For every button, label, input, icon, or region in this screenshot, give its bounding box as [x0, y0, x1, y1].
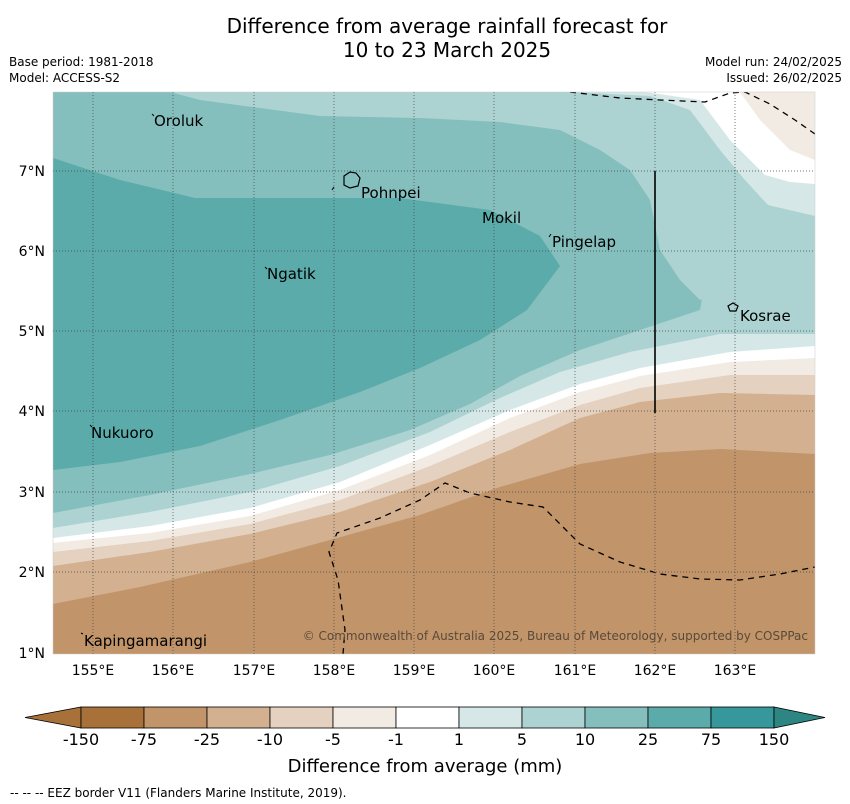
- colorbar-segment: [143, 706, 208, 729]
- colorbar-labels: -150 -75 -25 -10 -5 -1 1 5 10 25 75 150: [63, 730, 789, 749]
- rainfall-contours: [53, 92, 815, 654]
- colorbar-tick-label: 75: [701, 730, 721, 749]
- lat-tick-3: 3°N: [19, 485, 45, 501]
- colorbar-extension-low: [24, 706, 82, 729]
- colorbar-segment: [395, 706, 460, 729]
- colorbar-tick-label: -1: [388, 730, 404, 749]
- model-label: Model: ACCESS-S2: [9, 71, 121, 85]
- colorbar-tick-label: -150: [63, 730, 99, 749]
- rainfall-map: Oroluk Pohnpei Mokil Pingelap Ngatik Kos…: [19, 91, 816, 679]
- colorbar-segments: [24, 706, 826, 729]
- model-run-label: Model run: 24/02/2025: [704, 55, 842, 69]
- place-label-mokil: Mokil: [482, 209, 521, 227]
- island-marks: [80, 113, 552, 635]
- lon-tick-159: 159°E: [393, 663, 436, 679]
- colorbar-tick-label: 10: [575, 730, 595, 749]
- lon-tick-162: 162°E: [634, 663, 677, 679]
- colorbar-tick-label: 5: [517, 730, 527, 749]
- place-label-pingelap: Pingelap: [552, 233, 616, 251]
- colorbar-tick-label: -75: [131, 730, 157, 749]
- lon-tick-155: 155°E: [72, 663, 115, 679]
- pohnpei-island-shape: [343, 171, 361, 189]
- issued-label: Issued: 26/02/2025: [726, 71, 842, 85]
- colorbar-segment: [521, 706, 586, 729]
- colorbar-segment: [269, 706, 334, 729]
- lat-tick-2: 2°N: [19, 565, 45, 581]
- colorbar-tick-label: 1: [454, 730, 464, 749]
- lon-tick-163: 163°E: [714, 663, 757, 679]
- colorbar-segment: [206, 706, 271, 729]
- colorbar-tick-label: 150: [759, 730, 790, 749]
- colorbar-title: Difference from average (mm): [287, 756, 563, 777]
- lat-tick-1: 1°N: [19, 646, 45, 662]
- lon-tick-161: 161°E: [554, 663, 597, 679]
- map-title-line2: 10 to 23 March 2025: [342, 38, 552, 62]
- place-label-kosrae: Kosrae: [740, 307, 791, 325]
- kosrae-island-shape: [727, 302, 739, 312]
- colorbar-tick-label: 25: [638, 730, 658, 749]
- place-label-pohnpei: Pohnpei: [361, 184, 421, 202]
- map-title-line1: Difference from average rainfall forecas…: [226, 14, 668, 38]
- lat-tick-5: 5°N: [19, 324, 45, 340]
- lon-tick-157: 157°E: [233, 663, 276, 679]
- colorbar-tick-label: -10: [257, 730, 283, 749]
- lon-tick-156: 156°E: [152, 663, 195, 679]
- place-label-kapingamarangi: Kapingamarangi: [84, 632, 207, 650]
- lon-tick-158: 158°E: [313, 663, 356, 679]
- copyright-notice: © Commonwealth of Australia 2025, Bureau…: [303, 629, 808, 643]
- colorbar-segment: [332, 706, 397, 729]
- eez-legend-note: -- -- -- EEZ border V11 (Flanders Marine…: [10, 786, 347, 800]
- lat-tick-7: 7°N: [19, 164, 45, 180]
- colorbar-extension-high: [773, 706, 826, 729]
- colorbar-segment: [584, 706, 649, 729]
- lat-tick-6: 6°N: [19, 244, 45, 260]
- place-label-ngatik: Ngatik: [267, 265, 316, 283]
- lat-tick-4: 4°N: [19, 404, 45, 420]
- place-label-nukuoro: Nukuoro: [91, 424, 154, 442]
- lon-tick-160: 160°E: [473, 663, 516, 679]
- colorbar-segment: [458, 706, 523, 729]
- colorbar: -150 -75 -25 -10 -5 -1 1 5 10 25 75 150: [24, 706, 826, 749]
- colorbar-segment: [710, 706, 775, 729]
- colorbar-tick-label: -5: [325, 730, 341, 749]
- colorbar-tick-label: -25: [194, 730, 220, 749]
- colorbar-segment: [647, 706, 712, 729]
- place-label-oroluk: Oroluk: [154, 112, 203, 130]
- colorbar-segment: [80, 706, 145, 729]
- base-period-label: Base period: 1981-2018: [9, 55, 154, 69]
